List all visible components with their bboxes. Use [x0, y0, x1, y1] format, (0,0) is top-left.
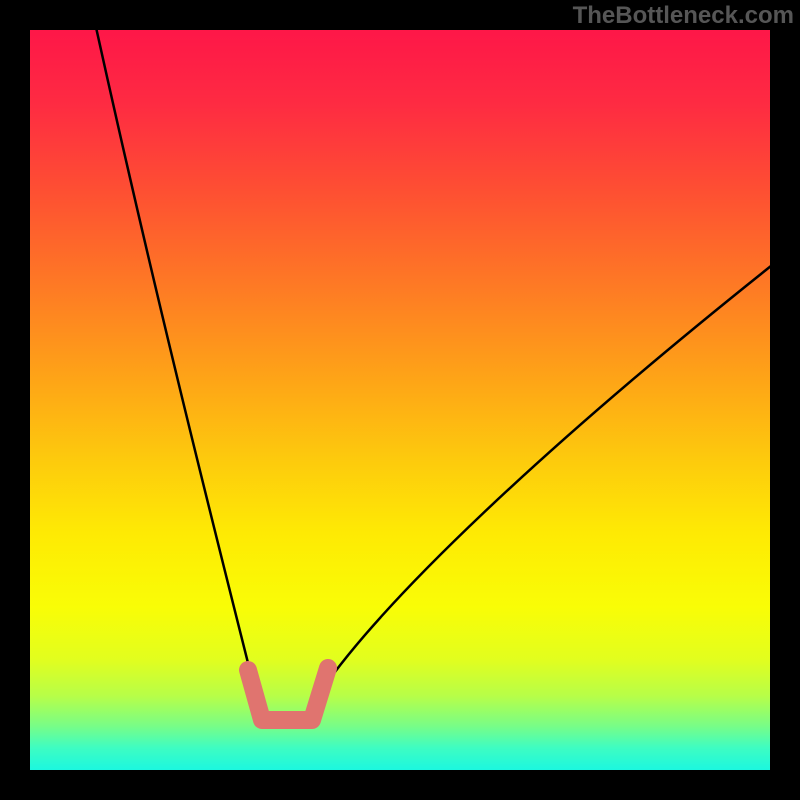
plot-background — [30, 30, 770, 770]
chart-stage: TheBottleneck.com — [0, 0, 800, 800]
bottleneck-chart — [0, 0, 800, 800]
watermark-text: TheBottleneck.com — [567, 0, 800, 34]
watermark-link[interactable]: TheBottleneck.com — [567, 0, 800, 34]
